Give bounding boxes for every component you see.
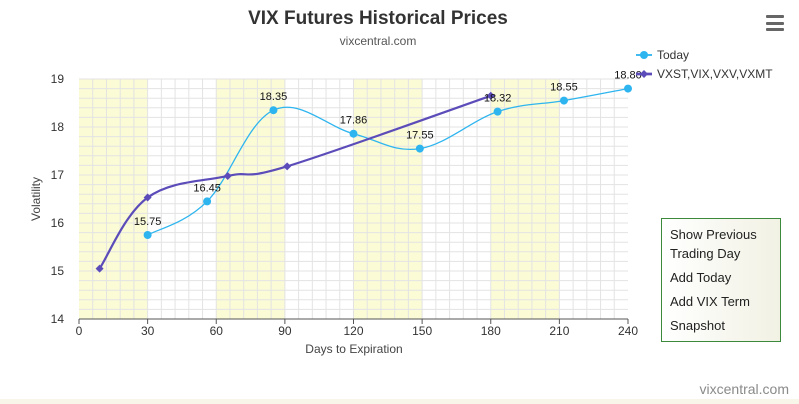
data-label: 15.75 xyxy=(134,216,162,228)
legend-label: Today xyxy=(657,48,689,62)
data-label: 17.55 xyxy=(406,130,434,142)
menu-bar xyxy=(766,28,784,31)
menu-bar xyxy=(766,15,784,18)
hamburger-menu-icon[interactable] xyxy=(766,15,784,31)
data-point xyxy=(269,106,278,115)
data-labels: 15.75 16.45 18.35 17.86 17.55 18.32 18.55 18.80 xyxy=(134,70,642,228)
legend-marker xyxy=(640,51,648,59)
legend: Today VXST,VIX,VXV,VXMT xyxy=(636,48,773,81)
y-tick-label: 15 xyxy=(51,264,65,278)
data-point xyxy=(415,144,424,153)
grid xyxy=(79,78,628,320)
x-tick-label: 150 xyxy=(412,324,432,338)
chart-title: VIX Futures Historical Prices xyxy=(248,8,508,29)
y-tick-label: 14 xyxy=(51,312,65,326)
data-point xyxy=(559,96,568,105)
axes: 0 30 60 90 120 150 180 210 240 14 15 16 17 18 19 xyxy=(51,72,639,338)
data-label: 17.86 xyxy=(340,115,368,127)
x-tick-label: 240 xyxy=(618,324,638,338)
x-tick-label: 30 xyxy=(141,324,155,338)
shaded-band xyxy=(216,79,285,319)
y-axis-title: Volatility xyxy=(29,177,43,221)
data-point xyxy=(624,84,632,93)
data-label: 18.35 xyxy=(260,91,288,103)
chart-subtitle: vixcentral.com xyxy=(340,34,417,48)
shaded-band xyxy=(490,79,560,319)
data-point xyxy=(486,91,495,100)
x-tick-label: 180 xyxy=(481,324,501,338)
x-tick-label: 60 xyxy=(210,324,224,338)
data-point xyxy=(283,162,292,171)
bottom-strip xyxy=(0,399,799,404)
shaded-bands xyxy=(79,79,560,319)
actions-panel: Show Previous Trading Day Add Today Add … xyxy=(661,218,781,342)
series-line xyxy=(147,87,629,236)
snapshot-button[interactable]: Snapshot xyxy=(670,318,725,333)
data-point xyxy=(143,193,152,202)
data-label: 18.80 xyxy=(614,70,642,82)
legend-label: VXST,VIX,VXV,VXMT xyxy=(657,67,773,81)
x-tick-label: 0 xyxy=(76,324,83,338)
shaded-band xyxy=(79,79,148,319)
data-point xyxy=(493,107,502,116)
data-point xyxy=(223,171,232,180)
show-previous-trading-day-button[interactable]: Show Previous Trading Day xyxy=(670,227,757,261)
data-point xyxy=(349,129,358,138)
data-point xyxy=(203,197,212,206)
x-tick-label: 90 xyxy=(278,324,292,338)
data-point xyxy=(95,264,104,273)
y-tick-label: 17 xyxy=(51,168,65,182)
x-tick-label: 210 xyxy=(549,324,569,338)
add-vix-term-button[interactable]: Add VIX Term xyxy=(670,294,750,309)
x-axis-title: Days to Expiration xyxy=(305,342,402,356)
data-point xyxy=(143,231,152,239)
shaded-band xyxy=(353,79,423,319)
series-line xyxy=(98,94,492,270)
data-label: 18.55 xyxy=(550,82,578,94)
add-today-button[interactable]: Add Today xyxy=(670,270,732,285)
y-tick-label: 16 xyxy=(51,216,65,230)
data-label: 16.45 xyxy=(193,182,221,194)
legend-marker xyxy=(640,70,648,78)
menu-bar xyxy=(766,21,784,25)
data-label: 18.32 xyxy=(484,93,512,105)
x-tick-label: 120 xyxy=(343,324,363,338)
y-tick-label: 19 xyxy=(51,72,65,86)
y-tick-label: 18 xyxy=(51,120,65,134)
credit-link[interactable]: vixcentral.com xyxy=(700,381,789,397)
series-group xyxy=(95,84,632,273)
